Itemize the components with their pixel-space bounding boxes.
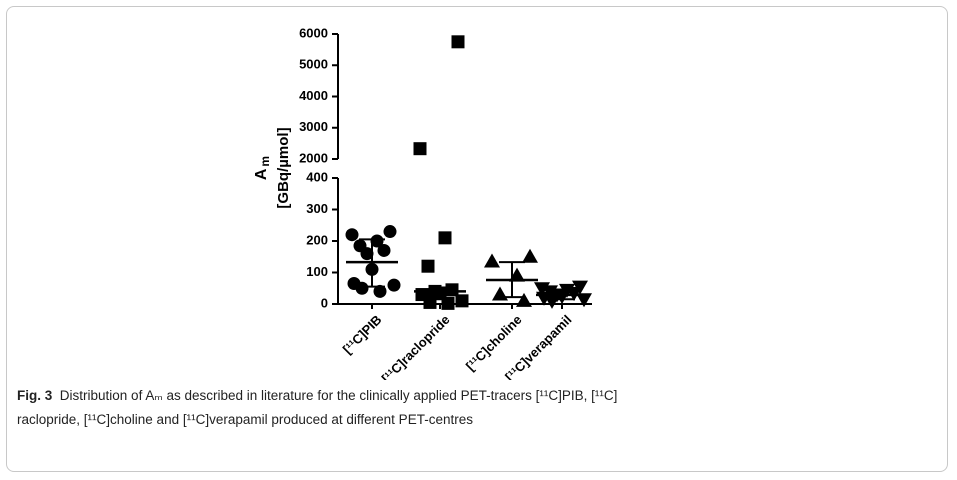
data-point — [383, 225, 397, 239]
y-tick-label: 0 — [321, 295, 328, 310]
y-tick-label: 5000 — [299, 57, 328, 72]
caption-line: Fig. 3 Distribution of Aₘ as described i… — [17, 384, 937, 408]
data-point — [451, 35, 465, 49]
y-tick-label: 200 — [306, 232, 328, 247]
caption-text: Distribution of Aₘ as described in liter… — [59, 388, 618, 403]
data-point — [413, 142, 427, 156]
x-tick-label: [¹¹C]PIB — [340, 312, 385, 357]
y-title-symbol: Am — [253, 156, 272, 180]
data-point — [576, 293, 592, 308]
data-point — [377, 243, 391, 257]
data-point — [370, 234, 384, 248]
data-point — [423, 295, 437, 309]
y-tick-label: 300 — [306, 201, 328, 216]
data-point — [492, 286, 508, 301]
caption: Fig. 3 Distribution of Aₘ as described i… — [17, 384, 937, 432]
y-tick-label: 100 — [306, 264, 328, 279]
data-point — [345, 228, 359, 242]
data-point — [387, 278, 401, 292]
y-tick-label: 400 — [306, 169, 328, 184]
data-point — [484, 253, 500, 268]
caption-label: Fig. 3 — [17, 388, 53, 403]
data-point — [516, 292, 532, 307]
data-point — [438, 231, 452, 245]
y-tick-label: 3000 — [299, 119, 328, 134]
y-title-a: A — [253, 168, 270, 180]
y-tick-label: 2000 — [299, 150, 328, 165]
chart: Am [GBq/µmol] 0 100 200 300 400 2000 3000 4000 5… — [253, 25, 592, 380]
caption-text: raclopride, [¹¹C]choline and [¹¹C]verapa… — [17, 412, 473, 427]
y-tick-label: 4000 — [299, 88, 328, 103]
data-point — [355, 281, 369, 295]
data-point — [373, 284, 387, 298]
data-point — [421, 259, 435, 273]
y-title-unit: [GBq/µmol] — [275, 127, 292, 208]
data-point — [544, 294, 560, 309]
x-tick-label: [¹¹C]raclopride — [379, 312, 453, 380]
data-point — [455, 294, 469, 308]
y-tick-label: 6000 — [299, 25, 328, 40]
y-axis-title: Am [GBq/µmol] — [253, 127, 292, 208]
data-point — [522, 248, 538, 263]
data-point — [360, 247, 374, 261]
figure-frame — [6, 6, 948, 472]
y-title-sub: m — [258, 156, 272, 167]
